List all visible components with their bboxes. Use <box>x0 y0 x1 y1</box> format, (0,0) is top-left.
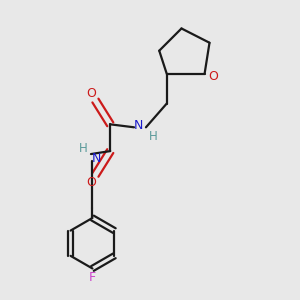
Text: N: N <box>92 152 102 165</box>
Text: F: F <box>89 272 96 284</box>
Text: N: N <box>134 119 143 132</box>
Text: O: O <box>86 87 96 100</box>
Text: O: O <box>86 176 96 189</box>
Text: H: H <box>149 130 158 143</box>
Text: O: O <box>208 70 218 83</box>
Text: H: H <box>79 142 88 154</box>
